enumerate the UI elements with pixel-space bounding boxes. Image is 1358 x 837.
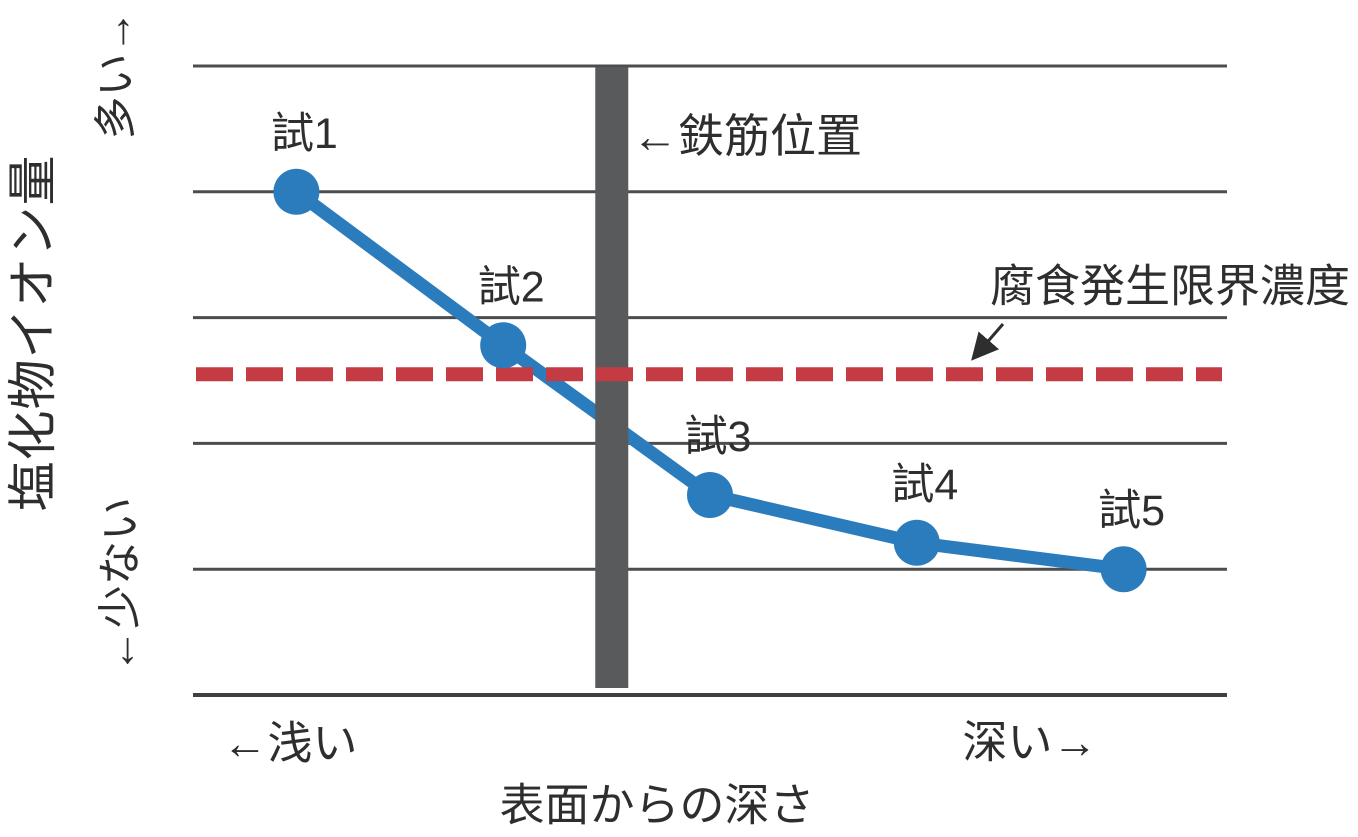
- x-axis-shallow-annotation: ←浅い: [222, 717, 358, 769]
- data-point-marker: [1100, 546, 1147, 593]
- data-point-marker: [893, 519, 940, 566]
- y-axis-label: 塩化物イオン量: [5, 154, 61, 512]
- data-point-label: 試1: [271, 110, 338, 158]
- x-axis-deep-annotation: 深い→: [962, 716, 1098, 768]
- y-axis-more-annotation: 多い→: [92, 10, 141, 140]
- threshold-pointer-arrow-icon: [971, 323, 1005, 361]
- y-axis-less-annotation: ←少ない: [96, 497, 145, 673]
- x-axis-label: 表面からの深さ: [499, 779, 815, 831]
- data-point-marker: [273, 168, 320, 215]
- data-point-label: 試4: [891, 461, 958, 509]
- data-point-label: 試2: [478, 263, 545, 311]
- data-point-marker: [480, 322, 527, 369]
- rebar-position-label: ←鉄筋位置: [632, 110, 862, 162]
- data-point-label: 試3: [685, 413, 752, 461]
- threshold-label: 腐食発生限界濃度: [990, 260, 1351, 312]
- data-point-marker: [687, 471, 733, 518]
- data-point-label: 試5: [1098, 487, 1165, 535]
